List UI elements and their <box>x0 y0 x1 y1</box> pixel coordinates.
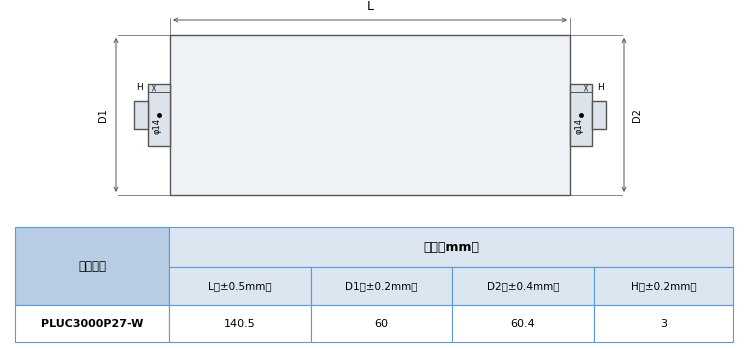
Text: L（±0.5mm）: L（±0.5mm） <box>208 281 272 291</box>
Bar <box>15 305 169 342</box>
Text: φ14: φ14 <box>153 118 162 134</box>
Bar <box>570 84 592 146</box>
Text: D1（±0.2mm）: D1（±0.2mm） <box>346 281 418 291</box>
Text: L: L <box>367 0 373 13</box>
Bar <box>594 267 733 305</box>
Text: D2（±0.4mm）: D2（±0.4mm） <box>487 281 560 291</box>
Bar <box>134 101 148 129</box>
Bar <box>311 305 453 342</box>
Text: 产品描述: 产品描述 <box>78 260 106 273</box>
Bar <box>148 84 170 146</box>
Text: D2: D2 <box>632 108 642 122</box>
Text: φ14: φ14 <box>574 118 583 134</box>
Bar <box>594 305 733 342</box>
Bar <box>453 267 594 305</box>
Bar <box>169 267 311 305</box>
Bar <box>453 305 594 342</box>
Bar <box>169 305 311 342</box>
Text: 60: 60 <box>375 319 388 329</box>
Text: D1: D1 <box>98 108 108 122</box>
Text: H: H <box>136 83 143 92</box>
Text: H: H <box>597 83 604 92</box>
Text: 60.4: 60.4 <box>511 319 536 329</box>
Text: 140.5: 140.5 <box>224 319 256 329</box>
Text: H（±0.2mm）: H（±0.2mm） <box>631 281 696 291</box>
Bar <box>15 227 169 305</box>
Bar <box>311 267 453 305</box>
Text: PLUC3000P27-W: PLUC3000P27-W <box>41 319 144 329</box>
Text: 3: 3 <box>660 319 667 329</box>
Bar <box>592 101 606 129</box>
Text: 尺寸（mm）: 尺寸（mm） <box>423 240 479 253</box>
Bar <box>170 35 570 195</box>
Bar <box>169 227 733 267</box>
